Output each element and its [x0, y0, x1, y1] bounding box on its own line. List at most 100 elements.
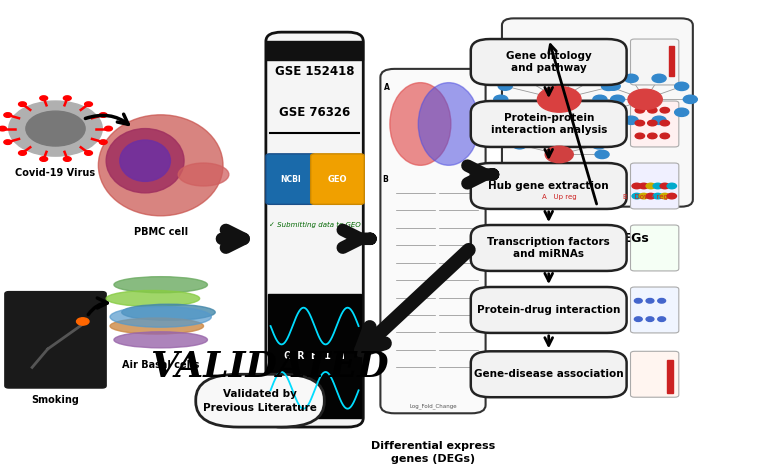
Circle shape	[658, 317, 666, 322]
Circle shape	[606, 109, 620, 117]
Circle shape	[575, 63, 589, 72]
FancyBboxPatch shape	[196, 374, 325, 427]
Circle shape	[9, 101, 102, 156]
Circle shape	[635, 120, 644, 126]
Circle shape	[634, 299, 642, 303]
Circle shape	[660, 183, 670, 189]
Circle shape	[648, 120, 657, 126]
Text: Validated by
Previous Literature: Validated by Previous Literature	[203, 388, 317, 413]
Circle shape	[667, 183, 677, 189]
Text: G R E I N: G R E I N	[284, 351, 345, 361]
Ellipse shape	[106, 291, 200, 307]
Circle shape	[583, 132, 597, 141]
Circle shape	[511, 119, 525, 128]
Text: B   Down reg: B Down reg	[622, 194, 667, 200]
FancyBboxPatch shape	[470, 101, 626, 147]
Circle shape	[675, 108, 688, 117]
Circle shape	[611, 95, 625, 103]
Circle shape	[653, 183, 662, 189]
Circle shape	[593, 71, 608, 79]
FancyBboxPatch shape	[380, 69, 485, 413]
Circle shape	[660, 120, 670, 126]
Circle shape	[648, 108, 657, 113]
FancyBboxPatch shape	[630, 225, 679, 271]
Ellipse shape	[114, 277, 208, 293]
Text: Common DEGs: Common DEGs	[546, 232, 648, 245]
Text: Covid-19 Virus: Covid-19 Virus	[16, 168, 96, 178]
Circle shape	[537, 87, 581, 112]
Text: Gene-disease association: Gene-disease association	[474, 369, 623, 379]
Circle shape	[26, 111, 85, 146]
Circle shape	[653, 193, 662, 199]
Circle shape	[639, 193, 648, 199]
Circle shape	[19, 102, 27, 106]
Circle shape	[64, 157, 71, 161]
Circle shape	[104, 126, 112, 131]
Text: GEO: GEO	[328, 175, 347, 183]
Circle shape	[592, 141, 606, 149]
Circle shape	[660, 133, 670, 139]
FancyBboxPatch shape	[470, 39, 626, 85]
Circle shape	[639, 183, 648, 189]
FancyBboxPatch shape	[470, 225, 626, 271]
Circle shape	[77, 318, 89, 325]
Circle shape	[575, 127, 589, 135]
Circle shape	[593, 119, 608, 128]
Circle shape	[646, 193, 655, 199]
Circle shape	[675, 82, 688, 90]
Bar	[670, 46, 674, 76]
Ellipse shape	[122, 304, 216, 320]
Text: B: B	[382, 175, 388, 183]
Text: GSE 152418: GSE 152418	[275, 65, 354, 78]
Circle shape	[552, 130, 566, 138]
FancyBboxPatch shape	[470, 163, 626, 209]
Circle shape	[494, 95, 508, 103]
Text: Differential express
genes (DEGs): Differential express genes (DEGs)	[371, 441, 495, 464]
Circle shape	[530, 63, 544, 72]
Circle shape	[568, 127, 583, 135]
Circle shape	[530, 127, 544, 135]
Circle shape	[4, 140, 12, 145]
Ellipse shape	[98, 115, 223, 216]
FancyBboxPatch shape	[630, 39, 679, 85]
Ellipse shape	[110, 318, 204, 334]
Circle shape	[667, 193, 677, 199]
Circle shape	[646, 317, 654, 322]
Circle shape	[660, 193, 670, 199]
Circle shape	[511, 71, 525, 79]
Text: PBMC cell: PBMC cell	[133, 227, 187, 237]
Bar	[268, 294, 361, 418]
Circle shape	[40, 96, 48, 101]
FancyBboxPatch shape	[630, 351, 679, 397]
FancyBboxPatch shape	[502, 18, 693, 207]
Circle shape	[552, 61, 566, 69]
Circle shape	[601, 108, 615, 117]
Circle shape	[646, 299, 654, 303]
Circle shape	[635, 108, 644, 113]
FancyBboxPatch shape	[5, 292, 106, 388]
Text: Log_Fold_Change: Log_Fold_Change	[409, 403, 457, 409]
Text: Protein-protein
interaction analysis: Protein-protein interaction analysis	[491, 113, 607, 135]
Circle shape	[601, 82, 615, 90]
FancyBboxPatch shape	[470, 287, 626, 333]
Circle shape	[100, 113, 107, 117]
Circle shape	[545, 146, 573, 163]
FancyBboxPatch shape	[470, 351, 626, 397]
Circle shape	[4, 113, 12, 117]
Circle shape	[652, 116, 666, 124]
Circle shape	[658, 299, 666, 303]
Circle shape	[85, 102, 93, 106]
Circle shape	[635, 133, 644, 139]
Circle shape	[513, 141, 527, 149]
Circle shape	[646, 183, 655, 189]
Ellipse shape	[419, 83, 479, 165]
Circle shape	[634, 317, 642, 322]
Ellipse shape	[178, 163, 229, 186]
Circle shape	[498, 109, 512, 117]
Ellipse shape	[110, 307, 212, 327]
Ellipse shape	[390, 83, 451, 165]
Ellipse shape	[106, 129, 184, 193]
Circle shape	[684, 95, 697, 103]
Circle shape	[64, 96, 71, 101]
FancyBboxPatch shape	[266, 32, 363, 427]
